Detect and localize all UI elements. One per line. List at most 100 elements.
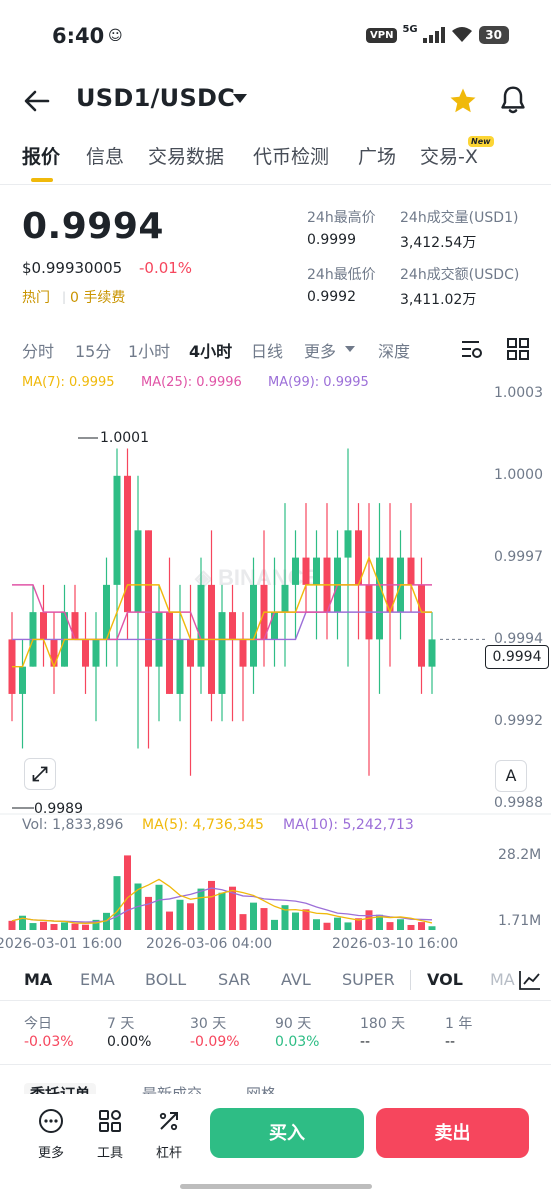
interval-selector: 分时 15分 1小时 4小时 日线 更多 深度 (0, 334, 551, 364)
candle-body (250, 584, 257, 667)
main-tabs: 报价 信息 交易数据 代币检测 广场 交易-X New (0, 136, 551, 186)
interval-15m[interactable]: 15分 (75, 342, 112, 361)
tab-info[interactable]: 信息 (86, 146, 125, 168)
volume-bar (418, 922, 425, 930)
vol-base-label: 24h成交量(USD1) (400, 210, 519, 226)
time-axis-label: 2026-03-06 04:00 (146, 936, 273, 952)
price-axis-label: 1.0003 (494, 385, 543, 401)
tab-trade-x[interactable]: 交易-X (420, 146, 478, 168)
candle-body (355, 530, 362, 585)
notification-icon: ☺ (108, 28, 123, 44)
back-arrow-icon[interactable] (22, 86, 52, 116)
wifi-icon (451, 27, 472, 42)
price-axis-label: 0.9992 (494, 713, 543, 729)
volume-bar (92, 919, 100, 930)
candle-body (407, 557, 415, 585)
candle-body (344, 530, 352, 558)
interval-line[interactable]: 分时 (22, 342, 55, 361)
performance-period-value: -0.09% (190, 1034, 240, 1050)
indicator-sar[interactable]: SAR (218, 970, 251, 989)
candlestick-chart[interactable]: ◈ BINANCE (0, 370, 551, 930)
interval-4h[interactable]: 4小时 (189, 342, 233, 361)
candle-body (197, 584, 205, 667)
bottom-action-bar: 更多 工具 杠杆 买入 卖出 (0, 1094, 551, 1174)
more-dots-icon (39, 1109, 63, 1133)
volume-bar (50, 924, 58, 930)
indicator-super[interactable]: SUPER (342, 970, 395, 989)
tab-token-check[interactable]: 代币检测 (253, 146, 330, 168)
candle-body (40, 612, 47, 640)
layout-grid-icon[interactable] (505, 336, 531, 362)
volume-bar (386, 922, 394, 930)
volume-bar (40, 921, 47, 930)
auto-scale-button[interactable]: A (495, 760, 527, 792)
more-label: 更多 (37, 1146, 64, 1161)
volume-bar (29, 923, 37, 930)
favorite-star-icon[interactable] (448, 86, 478, 116)
interval-1h[interactable]: 1小时 (128, 342, 171, 361)
volume-bar (61, 922, 68, 930)
performance-period-label: 180 天 (360, 1016, 406, 1032)
high-label: 24h最高价 (307, 210, 376, 226)
performance-period-label: 7 天 (107, 1016, 135, 1032)
more-button[interactable]: 更多 (31, 1108, 71, 1161)
tab-trading-data[interactable]: 交易数据 (148, 146, 225, 168)
volume-bar (176, 899, 184, 930)
candle-body (103, 584, 110, 640)
leverage-button[interactable]: 杠杆 (149, 1108, 189, 1161)
price-change: -0.01% (139, 259, 193, 277)
candle-body (71, 612, 79, 640)
ma7-line (12, 555, 432, 669)
volume-bar (428, 926, 436, 930)
volume-bar (292, 912, 299, 930)
vol-legend: Vol: 1,833,896 (22, 817, 124, 833)
vol-ma5-legend: MA(5): 4,736,345 (142, 817, 264, 833)
volume-bar (71, 923, 79, 930)
interval-1d[interactable]: 日线 (251, 342, 284, 361)
tools-button[interactable]: 工具 (90, 1108, 130, 1161)
volume-bar (344, 922, 352, 930)
vol-quote-label: 24h成交额(USDC) (400, 267, 520, 283)
tab-square[interactable]: 广场 (358, 146, 397, 168)
candle-body (124, 475, 131, 613)
indicator-ema[interactable]: EMA (80, 970, 115, 989)
low-label: 24h最低价 (307, 267, 376, 283)
tools-label: 工具 (96, 1146, 123, 1161)
performance-period-label: 1 年 (445, 1016, 473, 1032)
performance-period-value: 0.00% (107, 1034, 152, 1050)
divider (0, 1064, 551, 1065)
pair-title[interactable]: USD1/USDC (76, 84, 236, 112)
low-value: 0.9992 (307, 289, 356, 305)
time-axis-label: 2026-03-10 16:00 (332, 936, 459, 952)
indicator-vol[interactable]: VOL (427, 970, 463, 989)
volume-bar (407, 924, 415, 930)
volume-bar (260, 908, 268, 930)
candle-body (113, 475, 121, 585)
bell-icon[interactable] (498, 84, 528, 116)
tab-quote[interactable]: 报价 (22, 146, 61, 168)
candle-body (145, 530, 152, 667)
volume-bar (355, 918, 362, 930)
candle-body (50, 639, 58, 667)
buy-button[interactable]: 买入 (210, 1108, 364, 1158)
indicator-ma[interactable]: MA (24, 970, 53, 989)
indicator-boll[interactable]: BOLL (145, 970, 187, 989)
candle-body (271, 612, 278, 640)
indicator-avl[interactable]: AVL (281, 970, 311, 989)
candle-body (281, 584, 289, 613)
chevron-down-icon[interactable] (345, 346, 355, 352)
sell-button[interactable]: 卖出 (376, 1108, 529, 1158)
status-time: 6:40 (52, 24, 105, 48)
interval-more[interactable]: 更多 (304, 342, 337, 361)
signal-icon (422, 27, 445, 43)
divider (0, 184, 551, 185)
fullscreen-icon[interactable] (24, 758, 56, 790)
pair-dropdown-icon[interactable] (233, 94, 247, 103)
performance-period-value: 0.03% (275, 1034, 320, 1050)
interval-depth[interactable]: 深度 (378, 342, 411, 361)
volume-bar (208, 880, 215, 930)
indicator-ma-sub[interactable]: MA (490, 970, 515, 989)
indicator-settings-icon[interactable] (517, 968, 543, 992)
chart-settings-icon[interactable] (459, 336, 485, 362)
volume-bar (145, 896, 152, 930)
